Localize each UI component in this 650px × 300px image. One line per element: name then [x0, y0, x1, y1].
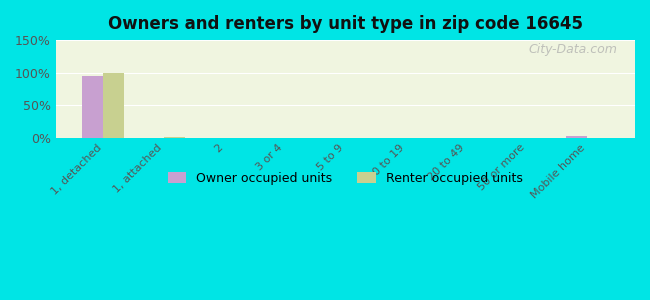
Title: Owners and renters by unit type in zip code 16645: Owners and renters by unit type in zip c… — [108, 15, 583, 33]
Bar — [164, 137, 185, 138]
Bar — [566, 136, 588, 138]
Legend: Owner occupied units, Renter occupied units: Owner occupied units, Renter occupied un… — [162, 167, 528, 190]
Bar — [103, 73, 124, 138]
Bar — [82, 76, 103, 138]
Text: City-Data.com: City-Data.com — [528, 43, 618, 56]
